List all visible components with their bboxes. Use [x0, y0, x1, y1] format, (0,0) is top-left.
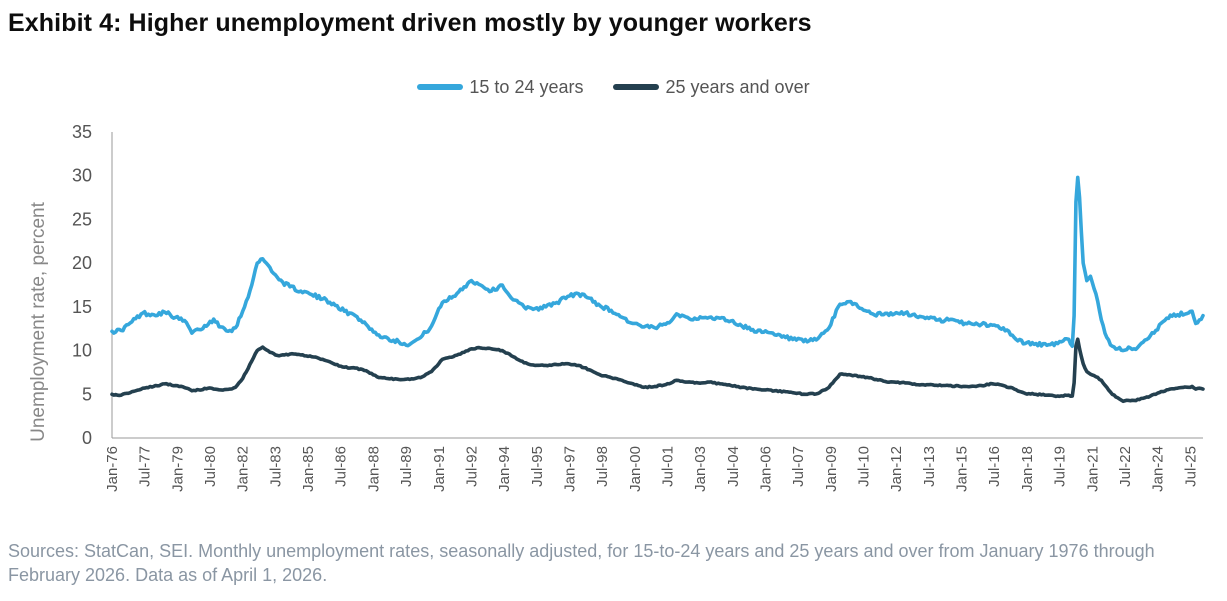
x-tick-label: Jan-91: [431, 446, 448, 492]
legend-swatch-adult: [613, 84, 660, 90]
chart-legend: 15 to 24 years 25 years and over: [0, 76, 1227, 98]
source-note: Sources: StatCan, SEI. Monthly unemploym…: [8, 541, 1155, 585]
x-tick-label: Jan-88: [365, 446, 382, 492]
x-tick-label: Jul-95: [529, 446, 546, 487]
x-tick-label: Jan-18: [1019, 446, 1036, 492]
x-tick-label: Jul-10: [856, 446, 873, 487]
x-tick-label: Jan-03: [692, 446, 709, 492]
y-axis: 0 5 10 15 20 25 30 35: [72, 122, 113, 448]
x-tick-label: Jan-24: [1150, 446, 1167, 492]
x-tick-label: Jan-15: [954, 446, 971, 492]
x-tick-label: Jul-19: [1052, 446, 1069, 487]
x-tick-label: Jan-12: [888, 446, 905, 492]
x-tick-label: Jul-98: [594, 446, 611, 487]
legend-swatch-youth: [417, 84, 464, 90]
x-tick-label: Jan-06: [758, 446, 775, 492]
series-line-adult: [110, 337, 1205, 404]
y-tick-label: 15: [72, 297, 92, 317]
y-axis-title-group: Unemployment rate, percent: [28, 201, 49, 441]
y-tick-label: 30: [72, 166, 92, 186]
y-tick-label: 5: [82, 384, 92, 404]
line-chart: Unemployment rate, percent 0 5 10 15 20 25 30 3…: [28, 122, 1205, 492]
x-tick-label: Jan-00: [627, 446, 644, 492]
x-tick-label: Jul-80: [202, 446, 219, 487]
x-tick-label: Jan-79: [169, 446, 186, 492]
series-line-youth: [110, 175, 1205, 353]
legend-item-youth[interactable]: 15 to 24 years: [417, 77, 583, 98]
x-tick-label: Jan-97: [561, 446, 578, 492]
x-tick-label: Jul-92: [463, 446, 480, 487]
x-axis: Jan-76 Jul-77 Jan-79 Jul-80 Jan-82 Jul-83 Jan-…: [104, 437, 1203, 492]
x-tick-label: Jul-89: [398, 446, 415, 487]
y-tick-label: 25: [72, 209, 92, 229]
x-tick-label: Jan-94: [496, 446, 513, 492]
x-tick-label: Jan-76: [104, 446, 121, 492]
x-tick-label: Jul-83: [267, 446, 284, 487]
x-tick-label: Jul-25: [1182, 446, 1199, 487]
x-tick-label: Jan-82: [235, 446, 252, 492]
series-lines: [110, 175, 1205, 404]
x-tick-label: Jul-13: [921, 446, 938, 487]
chart-title: Exhibit 4: Higher unemployment driven mo…: [8, 9, 812, 37]
legend-item-adult[interactable]: 25 years and over: [613, 76, 810, 98]
y-tick-label: 20: [72, 253, 92, 273]
y-tick-label: 35: [72, 122, 92, 142]
x-tick-label: Jul-07: [790, 446, 807, 487]
x-tick-label: Jul-77: [137, 446, 154, 487]
y-axis-title: Unemployment rate, percent: [28, 201, 49, 441]
x-tick-label: Jul-01: [659, 446, 676, 487]
x-tick-label: Jul-86: [333, 446, 350, 487]
legend-label-adult: 25 years and over: [665, 76, 810, 97]
legend-label-youth: 15 to 24 years: [469, 76, 584, 97]
x-tick-label: Jan-09: [823, 446, 840, 492]
x-tick-label: Jul-04: [725, 446, 742, 487]
y-tick-label: 10: [72, 341, 92, 361]
y-tick-label: 0: [82, 428, 92, 448]
x-tick-label: Jul-22: [1117, 446, 1134, 487]
x-tick-label: Jan-85: [300, 446, 317, 492]
x-tick-label: Jul-16: [986, 446, 1003, 487]
x-tick-label: Jan-21: [1084, 446, 1101, 492]
